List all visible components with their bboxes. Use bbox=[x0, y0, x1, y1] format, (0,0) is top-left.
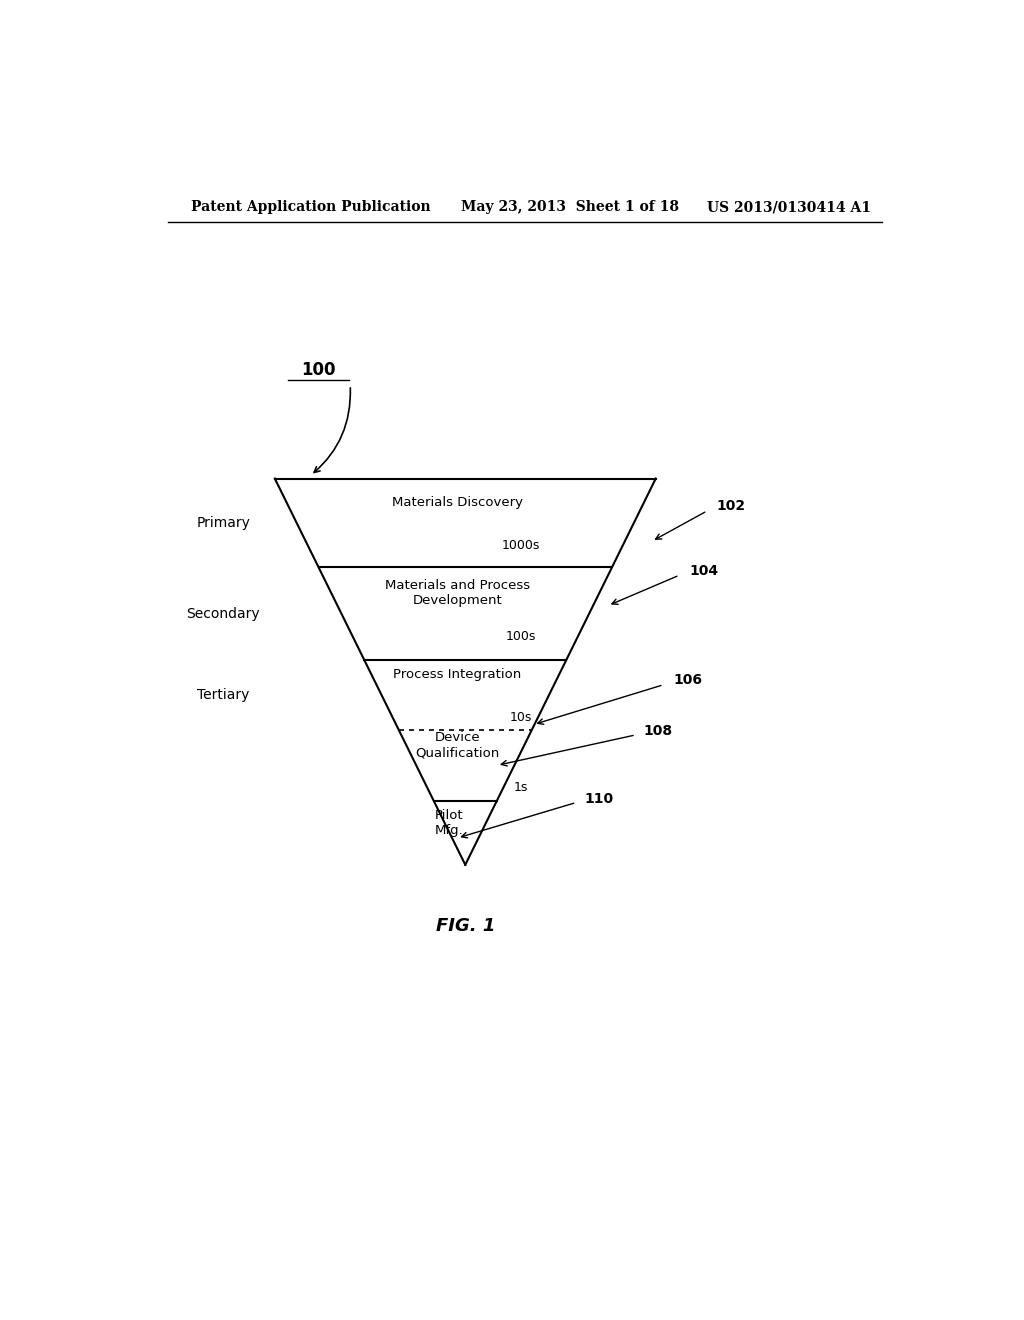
Text: Materials and Process
Development: Materials and Process Development bbox=[385, 579, 529, 607]
Text: 104: 104 bbox=[689, 564, 718, 578]
Text: 10s: 10s bbox=[510, 710, 532, 723]
Text: 102: 102 bbox=[717, 499, 745, 512]
Polygon shape bbox=[365, 660, 566, 730]
Text: 100s: 100s bbox=[506, 630, 536, 643]
Text: 1000s: 1000s bbox=[502, 539, 540, 552]
Text: Materials Discovery: Materials Discovery bbox=[392, 496, 523, 510]
Text: Secondary: Secondary bbox=[186, 607, 260, 620]
Polygon shape bbox=[318, 568, 612, 660]
Polygon shape bbox=[434, 801, 497, 865]
Text: May 23, 2013  Sheet 1 of 18: May 23, 2013 Sheet 1 of 18 bbox=[461, 201, 679, 214]
Polygon shape bbox=[274, 479, 655, 568]
Text: US 2013/0130414 A1: US 2013/0130414 A1 bbox=[708, 201, 871, 214]
Text: FIG. 1: FIG. 1 bbox=[435, 917, 495, 935]
Text: Device
Qualification: Device Qualification bbox=[415, 731, 500, 759]
Text: Primary: Primary bbox=[197, 516, 250, 531]
Text: 108: 108 bbox=[644, 723, 673, 738]
Text: 110: 110 bbox=[585, 792, 613, 807]
Text: 1s: 1s bbox=[514, 781, 528, 795]
Text: Tertiary: Tertiary bbox=[197, 688, 250, 702]
Text: 106: 106 bbox=[673, 673, 702, 686]
Text: Pilot
Mfg.: Pilot Mfg. bbox=[435, 809, 464, 837]
Text: Process Integration: Process Integration bbox=[393, 668, 521, 681]
Text: Patent Application Publication: Patent Application Publication bbox=[191, 201, 431, 214]
Polygon shape bbox=[398, 730, 531, 801]
Text: 100: 100 bbox=[301, 360, 336, 379]
